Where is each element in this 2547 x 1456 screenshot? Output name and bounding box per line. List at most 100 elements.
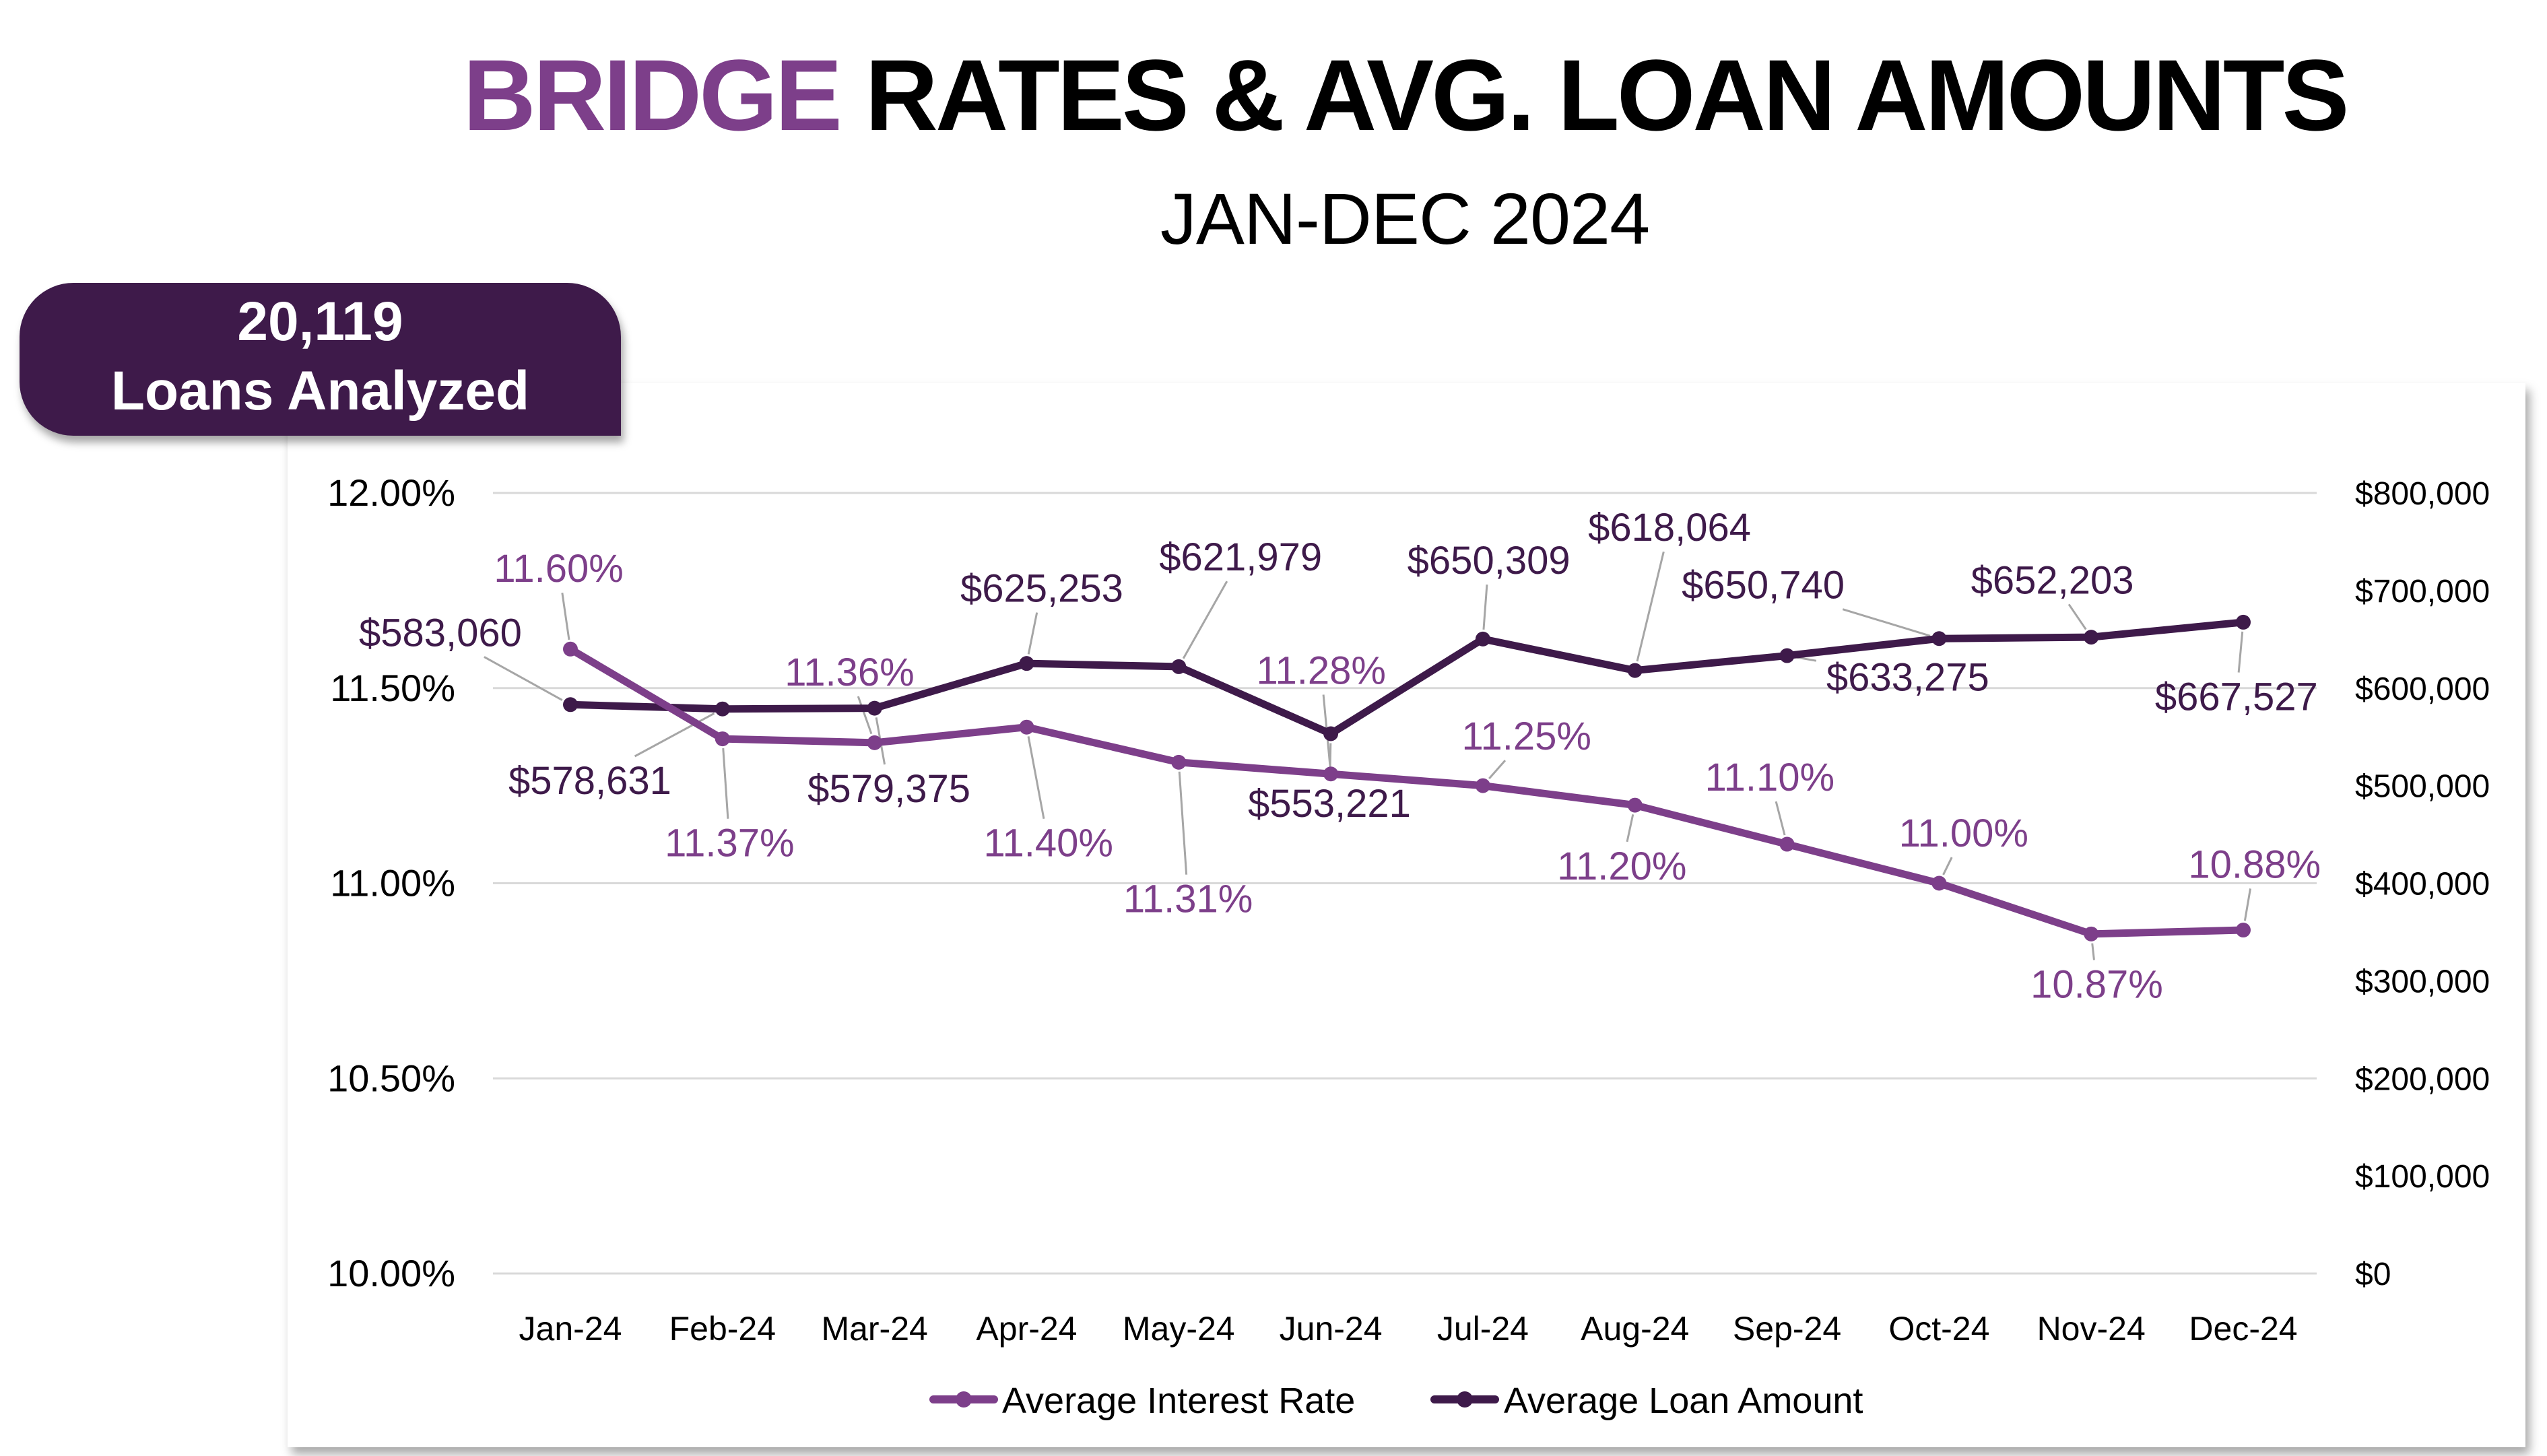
right-tick-label: $100,000 bbox=[2355, 1159, 2490, 1195]
chart-card bbox=[288, 383, 2525, 1447]
leader-line bbox=[1027, 612, 1038, 655]
data-label-loan: $667,527 bbox=[2155, 675, 2318, 719]
data-label-loan: $618,064 bbox=[1588, 506, 1751, 550]
right-tick-label: $700,000 bbox=[2355, 574, 2490, 609]
right-tick-label: $500,000 bbox=[2355, 769, 2490, 805]
data-point-loan bbox=[1019, 656, 1034, 671]
x-tick-label: Sep-24 bbox=[1733, 1310, 1841, 1348]
right-tick-label: $200,000 bbox=[2355, 1061, 2490, 1097]
data-point-loan bbox=[2236, 614, 2251, 630]
leader-line bbox=[1027, 736, 1045, 819]
right-axis-ticks: $0 $100,000 $200,000 $300,000 $400,000 $500,0… bbox=[2355, 476, 2490, 1292]
data-label-loan: $553,221 bbox=[1248, 782, 1411, 826]
data-label-rate: 11.28% bbox=[1257, 649, 1386, 693]
chart-title: BRIDGE RATES & AVG. LOAN AMOUNTS bbox=[0, 37, 2547, 154]
data-point-loan bbox=[1931, 631, 1947, 647]
leader-line bbox=[561, 593, 570, 640]
data-label-loan: $625,253 bbox=[960, 567, 1123, 611]
x-tick-label: Nov-24 bbox=[2037, 1310, 2146, 1348]
leader-line bbox=[1942, 857, 1953, 875]
leader-line bbox=[1488, 760, 1507, 780]
data-point-loan bbox=[1627, 663, 1643, 678]
right-tick-label: $0 bbox=[2355, 1257, 2391, 1292]
data-label-loan: $578,631 bbox=[508, 759, 671, 803]
data-point-rate bbox=[1931, 875, 1947, 891]
data-label-rate: 10.88% bbox=[2188, 842, 2321, 886]
data-point-loan bbox=[867, 700, 882, 716]
loan-count: 20,119 bbox=[237, 291, 403, 352]
data-labels: $583,060 $578,631 $579,375 $625,253 $621,979… bbox=[359, 506, 2321, 1006]
left-tick-label: 12.00% bbox=[327, 471, 455, 514]
data-point-rate bbox=[1323, 766, 1339, 782]
legend-marker-loan bbox=[1457, 1391, 1473, 1408]
legend-marker-rate bbox=[956, 1391, 972, 1408]
x-tick-label: Jul-24 bbox=[1437, 1310, 1529, 1348]
data-point-rate bbox=[1019, 719, 1034, 735]
title-highlight: BRIDGE bbox=[463, 38, 842, 152]
data-point-loan bbox=[1323, 726, 1339, 741]
legend-label-loan: Average Loan Amount bbox=[1504, 1381, 1863, 1421]
data-label-loan: $633,275 bbox=[1826, 655, 1989, 699]
data-label-loan: $583,060 bbox=[359, 611, 522, 655]
data-label-loan: $621,979 bbox=[1159, 535, 1322, 579]
data-point-rate bbox=[1779, 836, 1795, 852]
data-label-loan: $650,740 bbox=[1682, 564, 1845, 607]
data-point-loan bbox=[563, 697, 578, 713]
x-tick-label: Oct-24 bbox=[1888, 1310, 1989, 1348]
right-tick-label: $300,000 bbox=[2355, 964, 2490, 999]
right-tick-label: $400,000 bbox=[2355, 867, 2490, 902]
leader-lines bbox=[484, 551, 2252, 960]
leader-line bbox=[484, 656, 563, 701]
leader-line bbox=[722, 748, 729, 819]
leader-line bbox=[1775, 801, 1786, 836]
series-lines bbox=[563, 614, 2251, 941]
leader-line bbox=[857, 696, 873, 735]
data-point-loan bbox=[1171, 659, 1187, 674]
data-label-rate: 11.31% bbox=[1123, 878, 1253, 921]
data-label-rate: 11.00% bbox=[1899, 812, 2028, 855]
chart-subtitle: JAN-DEC 2024 bbox=[1160, 178, 1650, 259]
x-tick-label: Mar-24 bbox=[821, 1310, 927, 1348]
right-tick-label: $600,000 bbox=[2355, 671, 2490, 707]
data-label-loan: $652,203 bbox=[1971, 558, 2134, 602]
title-rest: RATES & AVG. LOAN AMOUNTS bbox=[865, 38, 2350, 152]
series-line-loan bbox=[570, 618, 2244, 738]
series-line-rate bbox=[568, 646, 2244, 938]
x-tick-label: Feb-24 bbox=[669, 1310, 776, 1348]
left-tick-label: 10.00% bbox=[327, 1252, 455, 1294]
x-axis-ticks: Jan-24 Feb-24 Mar-24 Apr-24 May-24 Jun-24 Jul-… bbox=[519, 1310, 2298, 1348]
loan-count-label: Loans Analyzed bbox=[110, 360, 530, 422]
x-tick-label: Dec-24 bbox=[2189, 1310, 2297, 1348]
data-label-loan: $650,309 bbox=[1408, 539, 1570, 583]
data-point-rate bbox=[563, 641, 578, 657]
leader-line bbox=[1842, 608, 1931, 637]
data-label-rate: 11.60% bbox=[494, 547, 623, 591]
x-tick-label: Jan-24 bbox=[519, 1310, 622, 1348]
data-label-rate: 11.20% bbox=[1557, 845, 1686, 888]
leader-line bbox=[2068, 603, 2087, 630]
data-label-rate: 11.37% bbox=[665, 822, 794, 865]
data-point-rate bbox=[1627, 797, 1643, 813]
x-tick-label: Apr-24 bbox=[976, 1310, 1077, 1348]
leader-line bbox=[1182, 581, 1228, 659]
gridlines bbox=[493, 492, 2317, 1275]
left-tick-label: 10.50% bbox=[327, 1057, 455, 1099]
leader-line bbox=[2237, 631, 2244, 673]
data-point-rate bbox=[867, 735, 882, 750]
left-axis-ticks: 10.00% 10.50% 11.00% 11.50% 12.00% bbox=[327, 471, 455, 1294]
loans-analyzed-badge: 20,119 Loans Analyzed bbox=[20, 283, 621, 436]
leader-line bbox=[1178, 771, 1188, 875]
data-label-rate: 11.40% bbox=[984, 822, 1113, 865]
data-point-rate bbox=[715, 731, 730, 747]
data-label-rate: 11.36% bbox=[785, 651, 914, 694]
data-point-rate bbox=[2084, 926, 2099, 941]
right-tick-label: $800,000 bbox=[2355, 476, 2490, 512]
data-label-rate: 11.10% bbox=[1705, 756, 1834, 799]
leader-line bbox=[634, 713, 715, 758]
legend-label-rate: Average Interest Rate bbox=[1002, 1381, 1355, 1421]
x-tick-label: May-24 bbox=[1123, 1310, 1235, 1348]
data-label-rate: 10.87% bbox=[2030, 963, 2163, 1007]
leader-line bbox=[2091, 943, 2095, 960]
data-point-rate bbox=[2236, 923, 2251, 938]
